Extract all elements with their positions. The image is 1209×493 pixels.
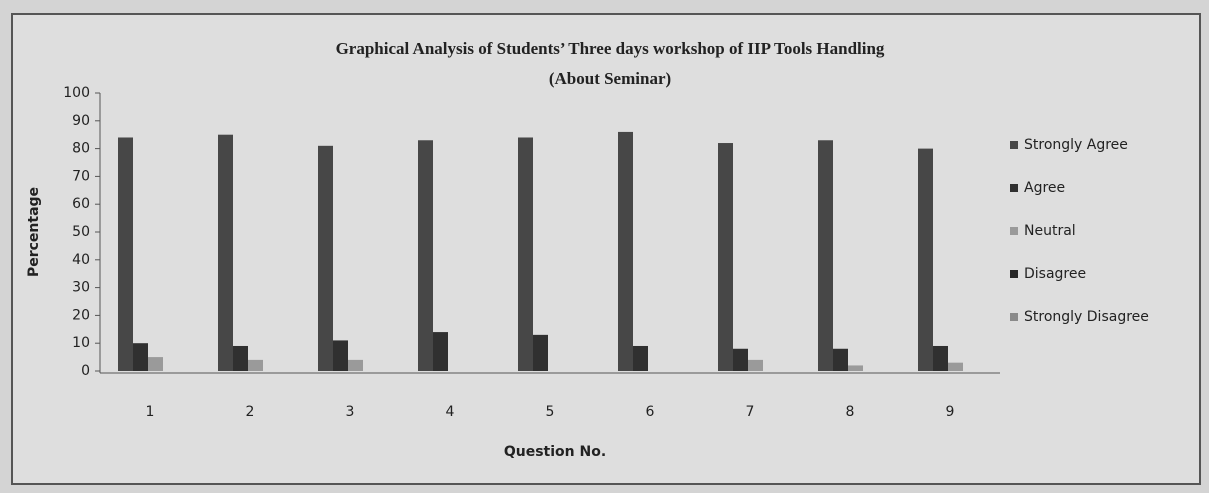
chart-subtitle: (About Seminar) <box>549 69 671 88</box>
x-tick-label: 7 <box>746 404 755 420</box>
x-tick-label: 9 <box>946 404 955 420</box>
y-tick-label: 80 <box>72 141 90 157</box>
bar <box>118 137 133 371</box>
y-tick-label: 100 <box>63 85 90 101</box>
y-tick-label: 10 <box>72 335 90 351</box>
x-axis-title: Question No. <box>504 444 606 460</box>
bar <box>733 348 748 371</box>
bar <box>748 359 763 371</box>
chart-title: Graphical Analysis of Students’ Three da… <box>336 39 885 58</box>
y-tick-label: 60 <box>72 196 90 212</box>
y-axis-title: Percentage <box>26 187 42 277</box>
legend-swatch <box>1010 313 1018 321</box>
legend-swatch <box>1010 184 1018 192</box>
x-tick-label: 6 <box>646 404 655 420</box>
bar <box>248 359 263 371</box>
bar <box>918 148 933 371</box>
legend-swatch <box>1010 141 1018 149</box>
y-tick-label: 40 <box>72 252 90 268</box>
bar <box>818 140 833 371</box>
x-tick-label: 2 <box>246 404 255 420</box>
bar <box>233 345 248 371</box>
legend-label: Strongly Agree <box>1024 137 1128 153</box>
y-tick-label: 20 <box>72 307 90 323</box>
y-tick-label: 0 <box>81 363 90 379</box>
legend-label: Strongly Disagree <box>1024 309 1149 325</box>
x-tick-label: 5 <box>546 404 555 420</box>
bar <box>848 365 863 371</box>
x-tick-label: 8 <box>846 404 855 420</box>
bar <box>518 137 533 371</box>
y-tick-label: 70 <box>72 168 90 184</box>
x-tick-label: 4 <box>446 404 455 420</box>
bar <box>318 145 333 371</box>
bar <box>348 359 363 371</box>
bar <box>433 332 448 371</box>
legend-label: Agree <box>1024 180 1065 196</box>
x-tick-label: 3 <box>346 404 355 420</box>
y-tick-label: 90 <box>72 113 90 129</box>
legend-swatch <box>1010 227 1018 235</box>
bar <box>948 362 963 371</box>
bar <box>133 343 148 371</box>
y-tick-label: 30 <box>72 280 90 296</box>
chart-frame <box>11 13 1201 485</box>
legend-swatch <box>1010 270 1018 278</box>
bar <box>218 134 233 371</box>
y-tick-label: 50 <box>72 224 90 240</box>
bar <box>933 345 948 371</box>
bar <box>533 334 548 371</box>
bar <box>148 357 163 371</box>
bar <box>618 131 633 371</box>
bar <box>633 345 648 371</box>
legend-label: Disagree <box>1024 266 1086 282</box>
bar <box>418 140 433 371</box>
bar <box>833 348 848 371</box>
bar <box>333 340 348 371</box>
x-tick-label: 1 <box>146 404 155 420</box>
bar <box>718 143 733 371</box>
legend-label: Neutral <box>1024 223 1076 239</box>
